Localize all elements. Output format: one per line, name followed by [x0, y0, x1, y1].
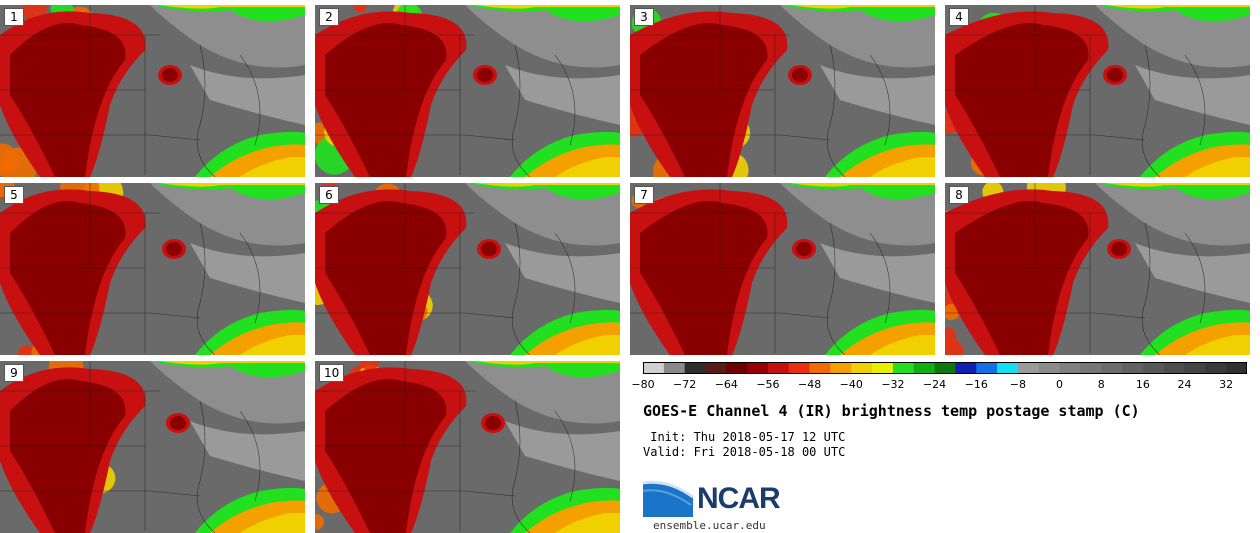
postage-stamp-panel: 10 [315, 361, 620, 533]
panel-number-label: 7 [634, 186, 654, 204]
colorbar-segment [1163, 362, 1186, 374]
colorbar-segment [892, 362, 915, 374]
colorbar-segment [830, 362, 852, 374]
colorbar-segment [1101, 362, 1123, 374]
panel-number-label: 1 [4, 8, 24, 26]
valid-time: Valid: Fri 2018-05-18 00 UTC [643, 445, 846, 459]
postage-stamp-panel: 6 [315, 183, 620, 355]
colorbar-segment [788, 362, 811, 374]
colorbar-segment [872, 362, 894, 374]
colorbar-tick: −56 [756, 378, 780, 391]
colorbar-tick: −72 [673, 378, 697, 391]
colorbar-segment [1205, 362, 1227, 374]
postage-stamp-panel: 1 [0, 5, 305, 177]
postage-stamp-panel: 8 [945, 183, 1250, 355]
panel-number-label: 6 [319, 186, 339, 204]
colorbar-tick: −24 [922, 378, 947, 391]
panel-number-label: 8 [949, 186, 969, 204]
postage-stamp-panel: 4 [945, 5, 1250, 177]
colorbar-segment [1080, 362, 1102, 374]
colorbar-tick: 0 [1056, 378, 1064, 391]
colorbar-segment [643, 362, 665, 374]
temperature-colorbar [643, 362, 1247, 374]
colorbar-segment [997, 362, 1019, 374]
colorbar-segment [976, 362, 998, 374]
panel-number-label: 5 [4, 186, 24, 204]
website-url[interactable]: ensemble.ucar.edu [653, 519, 766, 532]
colorbar-segment [809, 362, 831, 374]
ncar-wordmark: NCAR [697, 482, 781, 515]
colorbar-segment [705, 362, 727, 374]
panel-number-label: 2 [319, 8, 339, 26]
colorbar-tick: −40 [839, 378, 863, 391]
colorbar-tick: −48 [798, 378, 822, 391]
colorbar-tick-labels: −80 −72 −64 −56 −48 −40 −32 −24 −16 −8 0 8 16 24 32 [631, 376, 1247, 392]
panel-number-label: 3 [634, 8, 654, 26]
panel-number-label: 10 [319, 364, 345, 382]
colorbar-tick: −80 [631, 378, 655, 391]
colorbar-segment [913, 362, 936, 374]
init-time: Init: Thu 2018-05-17 12 UTC [643, 430, 846, 444]
colorbar-segment [1184, 362, 1206, 374]
figure-title: GOES-E Channel 4 (IR) brightness temp po… [643, 402, 1140, 420]
postage-stamp-panel: 7 [630, 183, 935, 355]
colorbar-segment [684, 362, 706, 374]
colorbar-tick: 8 [1097, 378, 1105, 391]
colorbar-segment [1017, 362, 1040, 374]
colorbar-tick: 16 [1135, 378, 1150, 391]
colorbar-tick: 24 [1177, 378, 1192, 391]
colorbar-tick: 32 [1219, 378, 1234, 391]
colorbar-tick: −32 [881, 378, 905, 391]
colorbar-segment [851, 362, 873, 374]
colorbar-segment [767, 362, 790, 374]
colorbar-segment [1142, 362, 1165, 374]
colorbar-segment [747, 362, 769, 374]
colorbar-segment [1226, 362, 1247, 374]
colorbar-segment [955, 362, 977, 374]
colorbar-tick: −8 [1009, 378, 1026, 391]
colorbar-segment [726, 362, 748, 374]
colorbar-segment [1122, 362, 1144, 374]
panel-number-label: 4 [949, 8, 969, 26]
postage-stamp-panel: 2 [315, 5, 620, 177]
postage-stamp-panel: 9 [0, 361, 305, 533]
colorbar-tick: −16 [964, 378, 988, 391]
panel-number-label: 9 [4, 364, 24, 382]
colorbar-segment [934, 362, 956, 374]
postage-stamp-panel: 5 [0, 183, 305, 355]
colorbar-segment [663, 362, 686, 374]
colorbar-tick: −64 [714, 378, 738, 391]
colorbar-segment [1038, 362, 1061, 374]
colorbar-segment [1059, 362, 1081, 374]
ncar-logo-icon [643, 480, 694, 517]
postage-stamp-panel: 3 [630, 5, 935, 177]
